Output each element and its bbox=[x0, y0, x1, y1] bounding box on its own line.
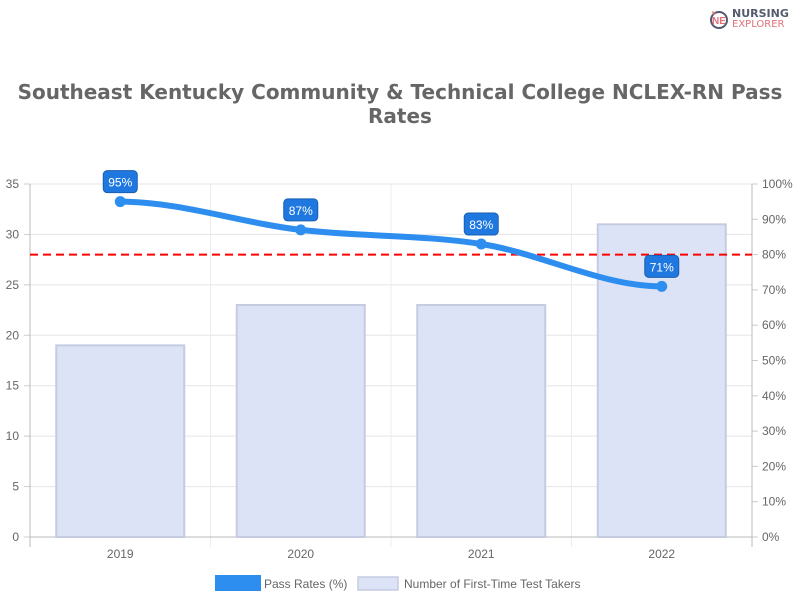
logo-line1: NURSING bbox=[732, 7, 789, 20]
data-label: 95% bbox=[108, 176, 132, 190]
data-label-box bbox=[463, 212, 499, 236]
x-tick-label: 2020 bbox=[287, 547, 314, 561]
data-label-box bbox=[102, 170, 138, 194]
bar-2020 bbox=[235, 304, 366, 538]
nursing-explorer-logo: NE NURSING EXPLORER bbox=[709, 8, 789, 30]
y-left-tick-label: 0 bbox=[12, 530, 19, 544]
logo-line2: EXPLORER bbox=[732, 19, 785, 30]
x-tick-label: 2022 bbox=[648, 547, 675, 561]
y-left-tick-label: 10 bbox=[6, 429, 20, 443]
y-right-tick-label: 0% bbox=[762, 530, 780, 544]
y-right-tick-label: 20% bbox=[762, 459, 786, 473]
pass-rate-point bbox=[656, 280, 668, 292]
y-right-tick-label: 50% bbox=[762, 354, 786, 368]
y-right-tick-label: 10% bbox=[762, 495, 786, 509]
logo-icon: NE bbox=[710, 11, 728, 29]
legend-label-pass-rates: Pass Rates (%) bbox=[264, 577, 347, 591]
data-label-box bbox=[644, 254, 680, 278]
pass-rate-point bbox=[295, 224, 307, 236]
data-label: 83% bbox=[469, 218, 493, 232]
data-label-box bbox=[283, 198, 319, 222]
y-right-tick-label: 100% bbox=[762, 177, 793, 191]
legend-label-test-takers: Number of First-Time Test Takers bbox=[404, 577, 580, 591]
y-right-tick-label: 40% bbox=[762, 389, 786, 403]
pass-rate-line bbox=[117, 198, 665, 290]
y-left-tick-label: 35 bbox=[6, 177, 20, 191]
y-left-tick-label: 20 bbox=[6, 328, 20, 342]
legend-swatch-test-takers bbox=[357, 576, 399, 591]
svg-text:NE: NE bbox=[712, 16, 726, 27]
legend-swatch-pass-rates bbox=[215, 575, 261, 591]
y-right-tick-label: 30% bbox=[762, 424, 786, 438]
y-left-tick-label: 30 bbox=[6, 227, 20, 241]
pass-rate-point bbox=[475, 238, 487, 250]
data-label: 87% bbox=[289, 204, 313, 218]
data-label: 71% bbox=[650, 260, 674, 274]
chart-title: Southeast Kentucky Community & Technical… bbox=[17, 80, 783, 128]
y-right-tick-label: 60% bbox=[762, 318, 786, 332]
pass-rate-point bbox=[114, 196, 126, 208]
x-tick-label: 2021 bbox=[468, 547, 495, 561]
y-left-tick-label: 25 bbox=[6, 278, 20, 292]
y-left-tick-label: 5 bbox=[12, 480, 19, 494]
bar-2021 bbox=[416, 304, 547, 538]
y-left-tick-label: 15 bbox=[6, 379, 20, 393]
y-right-tick-label: 80% bbox=[762, 248, 786, 262]
x-tick-label: 2019 bbox=[107, 547, 134, 561]
y-right-tick-label: 90% bbox=[762, 212, 786, 226]
y-right-tick-label: 70% bbox=[762, 283, 786, 297]
bar-2019 bbox=[55, 344, 186, 538]
